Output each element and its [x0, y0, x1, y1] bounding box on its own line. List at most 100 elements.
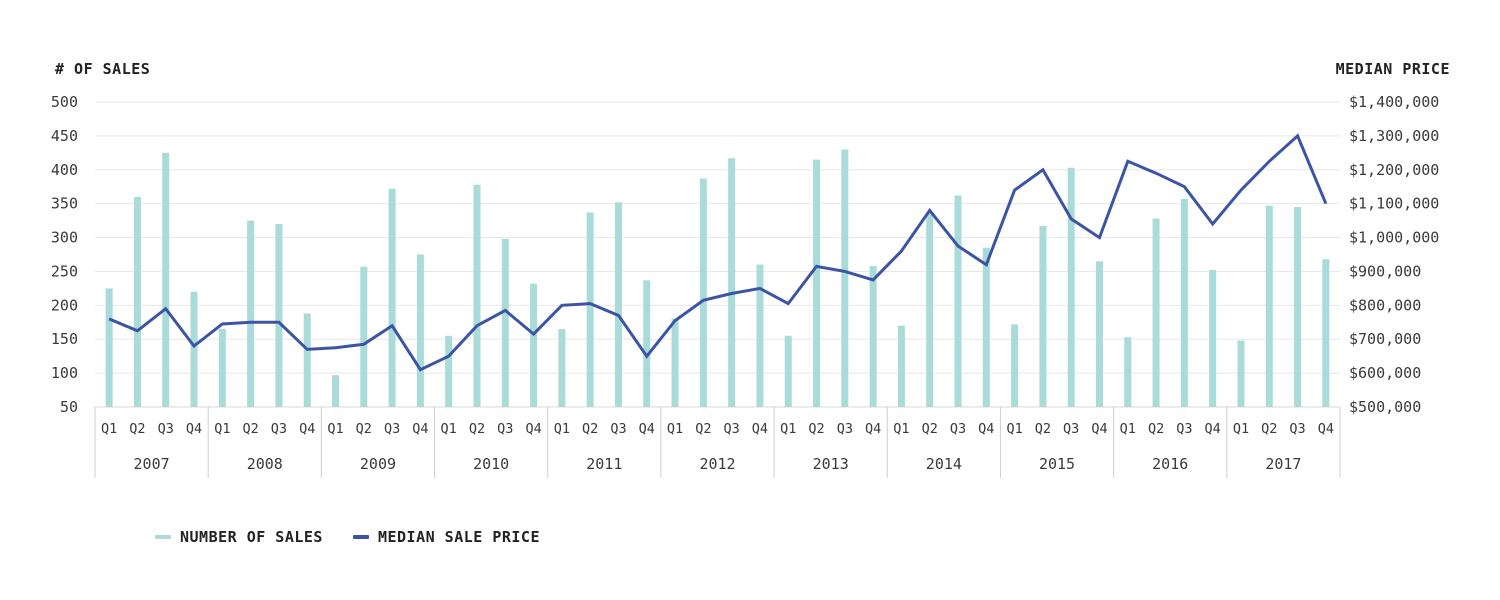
sales-bar: [1067, 167, 1075, 407]
quarter-label: Q1: [327, 421, 343, 437]
quarter-label: Q4: [1318, 421, 1334, 437]
quarter-label: Q3: [1289, 421, 1305, 437]
quarter-label: Q1: [441, 421, 457, 437]
sales-bar: [1237, 340, 1245, 407]
left-axis-title: # OF SALES: [55, 60, 151, 78]
sales-bar: [586, 212, 594, 407]
sales-bar: [614, 202, 622, 407]
right-axis-tick: $500,000: [1349, 398, 1421, 416]
year-label: 2016: [1152, 455, 1188, 473]
sales-bar: [897, 325, 905, 407]
sales-legend-swatch-icon: [155, 535, 171, 539]
sales-bar: [1294, 207, 1302, 407]
sales-bar: [190, 291, 198, 407]
quarter-label: Q3: [158, 421, 174, 437]
year-label: 2008: [247, 455, 283, 473]
quarter-label: Q1: [1006, 421, 1022, 437]
right-axis-tick: $1,100,000: [1349, 195, 1439, 213]
left-axis-tick: 500: [51, 93, 78, 111]
quarter-label: Q4: [1205, 421, 1221, 437]
quarter-label: Q2: [922, 421, 938, 437]
sales-bar: [784, 335, 792, 407]
sales-bar: [133, 196, 141, 407]
right-axis-tick: $700,000: [1349, 330, 1421, 348]
quarter-label: Q4: [525, 421, 541, 437]
quarter-label: Q1: [214, 421, 230, 437]
quarter-label: Q1: [667, 421, 683, 437]
median-price-line: [108, 133, 1328, 372]
sales-bar: [1124, 337, 1132, 407]
left-axis-tick: 400: [51, 161, 78, 179]
quarter-label: Q2: [582, 421, 598, 437]
sales-bar: [303, 313, 311, 407]
sales-bar: [1180, 198, 1188, 407]
sales-bar: [1209, 270, 1217, 407]
sales-bar: [982, 247, 990, 407]
left-axis-tick: 50: [60, 398, 78, 416]
left-axis-tick: 200: [51, 296, 78, 314]
sales-bar: [869, 266, 877, 407]
sales-bar: [1265, 205, 1273, 407]
right-axis-title: MEDIAN PRICE: [1335, 60, 1450, 78]
sales-bar: [530, 283, 538, 407]
quarter-label: Q1: [893, 421, 909, 437]
sales-bar: [1095, 261, 1103, 407]
sales-bar: [162, 152, 170, 407]
sales-bar: [699, 178, 707, 407]
right-axis-tick: $1,400,000: [1349, 93, 1439, 111]
legend-label-number-of-sales: NUMBER OF SALES: [180, 528, 323, 546]
sales-bar: [501, 238, 509, 407]
quarter-label: Q3: [724, 421, 740, 437]
quarter-label: Q4: [1091, 421, 1107, 437]
sales-bar: [360, 266, 368, 407]
quarter-label: Q3: [837, 421, 853, 437]
quarter-label: Q3: [384, 421, 400, 437]
year-label: 2009: [360, 455, 396, 473]
sales-bar: [1152, 218, 1160, 407]
quarter-label: Q3: [1063, 421, 1079, 437]
quarter-label: Q1: [780, 421, 796, 437]
sales-bar: [813, 159, 821, 407]
year-label: 2010: [473, 455, 509, 473]
quarter-label: Q2: [356, 421, 372, 437]
sales-bar: [1011, 324, 1019, 407]
sales-bar: [643, 280, 651, 407]
quarter-label: Q2: [1261, 421, 1277, 437]
quarter-label: Q3: [1176, 421, 1192, 437]
sales-bar: [1039, 226, 1047, 407]
legend-label-median-sale-price: MEDIAN SALE PRICE: [377, 528, 540, 546]
quarter-label: Q3: [497, 421, 513, 437]
legend: NUMBER OF SALES MEDIAN SALE PRICE: [155, 528, 540, 546]
quarter-label: Q2: [469, 421, 485, 437]
left-axis-tick: 300: [51, 229, 78, 247]
sales-bar: [954, 195, 962, 407]
quarter-label: Q4: [865, 421, 881, 437]
year-label: 2017: [1265, 455, 1301, 473]
sales-bar: [388, 188, 396, 407]
quarter-label: Q4: [752, 421, 768, 437]
sales-bar: [247, 220, 255, 407]
sales-bar: [671, 318, 679, 407]
sales-bar: [275, 224, 283, 407]
left-axis-tick: 100: [51, 364, 78, 382]
quarter-label: Q2: [808, 421, 824, 437]
sales-bar: [558, 329, 566, 407]
year-label: 2012: [699, 455, 735, 473]
right-axis-tick: $800,000: [1349, 296, 1421, 314]
quarter-label: Q2: [242, 421, 258, 437]
year-label: 2014: [926, 455, 962, 473]
year-label: 2013: [813, 455, 849, 473]
right-axis-tick: $900,000: [1349, 262, 1421, 280]
quarter-label: Q3: [271, 421, 287, 437]
sales-bar: [756, 264, 764, 407]
sales-bar: [1322, 259, 1330, 407]
quarter-label: Q4: [978, 421, 994, 437]
right-axis-tick: $1,200,000: [1349, 161, 1439, 179]
year-label: 2015: [1039, 455, 1075, 473]
right-axis-tick: $1,000,000: [1349, 229, 1439, 247]
sales-bar: [332, 375, 340, 407]
quarter-label: Q4: [412, 421, 428, 437]
quarter-label: Q2: [1035, 421, 1051, 437]
sales-bar: [445, 335, 453, 407]
